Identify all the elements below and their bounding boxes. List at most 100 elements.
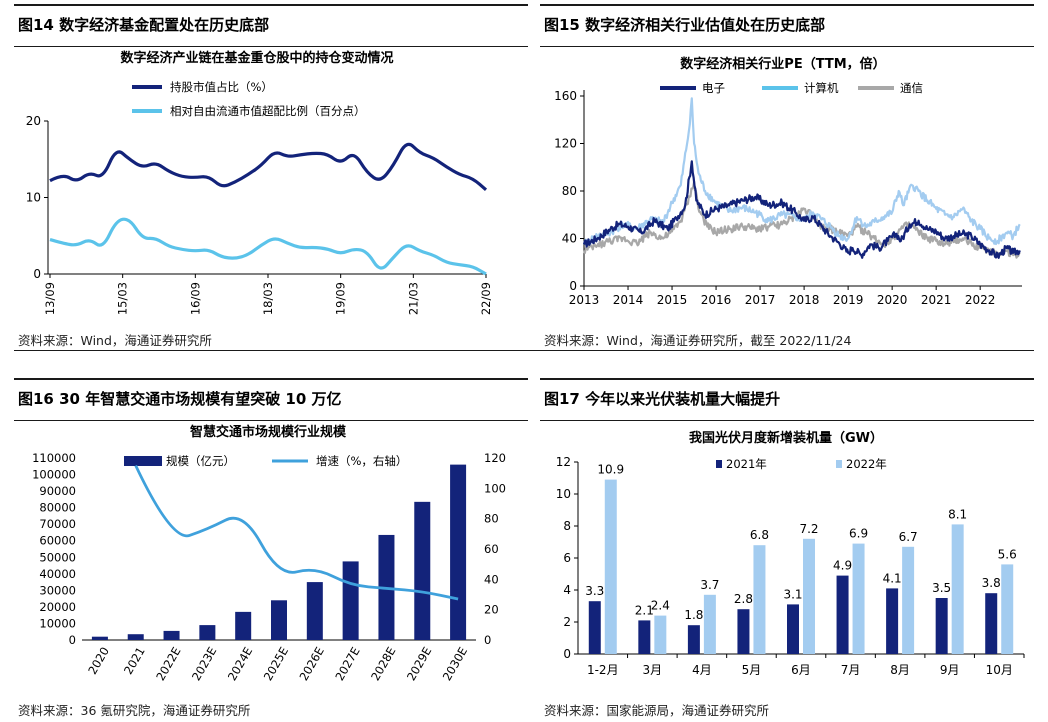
data-label-2021-3月: 2.1 xyxy=(635,603,654,617)
x-tick-label: 15/03 xyxy=(116,282,130,315)
chart2-title: 数字经济相关行业PE（TTM，倍） xyxy=(680,56,885,72)
data-label-2022-4月: 3.7 xyxy=(700,578,719,592)
bar-2021-4月 xyxy=(687,625,700,654)
y-tick-label: 6 xyxy=(563,551,571,565)
y-tick-label: 20000 xyxy=(39,600,76,614)
x-tick-label: 2029E xyxy=(404,645,434,684)
panel-smart-transport: 图16 30 年智慧交通市场规模有望突破 10 万亿 智慧交通市场规模行业规模规… xyxy=(14,378,528,722)
x-tick-label: 2013 xyxy=(569,293,600,307)
y2-tick-label: 40 xyxy=(484,572,499,586)
bar-scale-2025E xyxy=(271,600,287,640)
x-tick-label: 2028E xyxy=(368,645,398,684)
x-tick-label: 21/03 xyxy=(406,282,420,315)
x-tick-label: 4月 xyxy=(692,663,712,677)
y-tick-label: 50000 xyxy=(39,550,76,564)
y-tick-label: 4 xyxy=(563,583,571,597)
bar-scale-2020 xyxy=(91,636,108,640)
panel4-header: 图17 今年以来光伏装机量大幅提升 xyxy=(540,378,1034,421)
bar-2022-6月 xyxy=(803,538,815,654)
x-tick-label: 2016 xyxy=(701,293,732,307)
data-label-2021-10月: 3.8 xyxy=(982,576,1001,590)
x-tick-label: 2018 xyxy=(789,293,820,307)
data-label-2022-7月: 6.9 xyxy=(849,527,868,541)
y-tick-label: 10 xyxy=(26,191,41,205)
data-label-2022-5月: 6.8 xyxy=(750,528,769,542)
x-tick-label: 2020 xyxy=(877,293,908,307)
y-tick-label: 80 xyxy=(562,184,577,198)
y-tick-label: 80000 xyxy=(39,501,76,515)
y-tick-label: 30000 xyxy=(39,583,76,597)
x-tick-label: 8月 xyxy=(890,663,910,677)
panel-fund-allocation: 图14 数字经济基金配置处在历史底部 数字经济产业链在基金重仓股中的持仓变动情况… xyxy=(14,4,528,350)
x-tick-label: 2023E xyxy=(189,645,219,684)
chart4-title: 我国光伏月度新增装机量（GW） xyxy=(689,430,883,446)
bar-scale-2029E xyxy=(414,501,431,640)
x-tick-label: 7月 xyxy=(841,663,861,677)
x-tick-label: 2021 xyxy=(121,645,148,677)
legend-2021-label: 2021年 xyxy=(726,457,767,471)
legend-label-overweight: 相对自由流通市值超配比例（百分点） xyxy=(170,104,366,118)
x-tick-label: 16/09 xyxy=(188,282,202,315)
legend-telecom-label: 通信 xyxy=(900,81,923,95)
data-label-2021-5月: 2.8 xyxy=(734,592,753,606)
x-tick-label: 2019 xyxy=(833,293,864,307)
chart3-title: 智慧交通市场规模行业规模 xyxy=(190,424,347,440)
x-tick-label: 2026E xyxy=(296,645,326,684)
x-tick-label: 3月 xyxy=(643,663,663,677)
y-tick-label: 20 xyxy=(26,114,41,128)
x-tick-label: 9月 xyxy=(940,663,960,677)
chart-pv-installation: 我国光伏月度新增装机量（GW） 2021年 2022年 0 2 4 6 8 10 12 1-2月 3.… xyxy=(556,430,1025,677)
x-tick-label: 2020 xyxy=(85,645,112,677)
bar-scale-2023E xyxy=(199,625,216,640)
data-label-2021-9月: 3.5 xyxy=(932,581,951,595)
bar-2021-5月 xyxy=(737,609,750,654)
x-tick-label: 2025E xyxy=(261,645,291,684)
y-tick-label: 120 xyxy=(554,137,577,151)
legend-scale-label: 规模（亿元） xyxy=(166,454,235,468)
data-label-2021-7月: 4.9 xyxy=(833,559,852,573)
x-tick-label: 2030E xyxy=(440,645,470,684)
bar-scale-2026E xyxy=(306,582,323,640)
legend-2021-swatch xyxy=(716,460,722,468)
bar-2022-7月 xyxy=(852,543,865,654)
y-tick-label: 0 xyxy=(563,647,571,661)
x-tick-label: 1-2月 xyxy=(587,663,619,677)
x-tick-label: 22/09 xyxy=(479,282,493,315)
panel1-header: 图14 数字经济基金配置处在历史底部 xyxy=(14,4,528,47)
y-tick-label: 10000 xyxy=(39,616,76,630)
x-tick-label: 10月 xyxy=(986,663,1013,677)
y2-tick-label: 100 xyxy=(484,481,506,495)
x-tick-label: 2022 xyxy=(965,293,996,307)
y2-tick-label: 80 xyxy=(484,512,499,526)
y-tick-label: 60000 xyxy=(39,534,76,548)
data-label-2022-8月: 6.7 xyxy=(899,530,918,544)
bar-2021-9月 xyxy=(935,598,948,654)
bar-2021-7月 xyxy=(836,575,849,654)
data-label-2021-8月: 4.1 xyxy=(883,571,902,585)
bar-2021-8月 xyxy=(886,588,899,654)
x-tick-label: 2017 xyxy=(745,293,776,307)
data-label-2021-1-2月: 3.3 xyxy=(585,584,604,598)
data-label-2022-9月: 8.1 xyxy=(948,507,967,521)
y-tick-label: 40 xyxy=(562,232,577,246)
y-tick-label: 2 xyxy=(563,615,571,629)
y-tick-label: 0 xyxy=(69,633,76,647)
bar-scale-2030E xyxy=(450,464,467,640)
x-tick-label: 5月 xyxy=(742,663,762,677)
legend-2022-label: 2022年 xyxy=(846,457,887,471)
x-tick-label: 2024E xyxy=(225,645,255,684)
legend-scale-swatch xyxy=(124,456,162,466)
data-label-2021-4月: 1.8 xyxy=(684,608,703,622)
legend-electronics-label: 电子 xyxy=(702,81,725,95)
x-tick-label: 2027E xyxy=(332,645,362,684)
bar-2021-10月 xyxy=(985,593,998,654)
y-tick-label: 100000 xyxy=(32,468,76,482)
x-tick-label: 13/09 xyxy=(43,282,57,315)
panel3-source: 资料来源：36 氪研究院，海通证券研究所 xyxy=(18,703,251,718)
y-tick-label: 110000 xyxy=(32,451,76,465)
bar-scale-2022E xyxy=(163,630,180,640)
x-tick-label: 2015 xyxy=(657,293,688,307)
y-tick-label: 0 xyxy=(33,267,41,281)
chart-pe-valuation: 数字经济相关行业PE（TTM，倍） 电子 计算机 通信 0 40 80 120 160 2013 2… xyxy=(554,56,1022,307)
